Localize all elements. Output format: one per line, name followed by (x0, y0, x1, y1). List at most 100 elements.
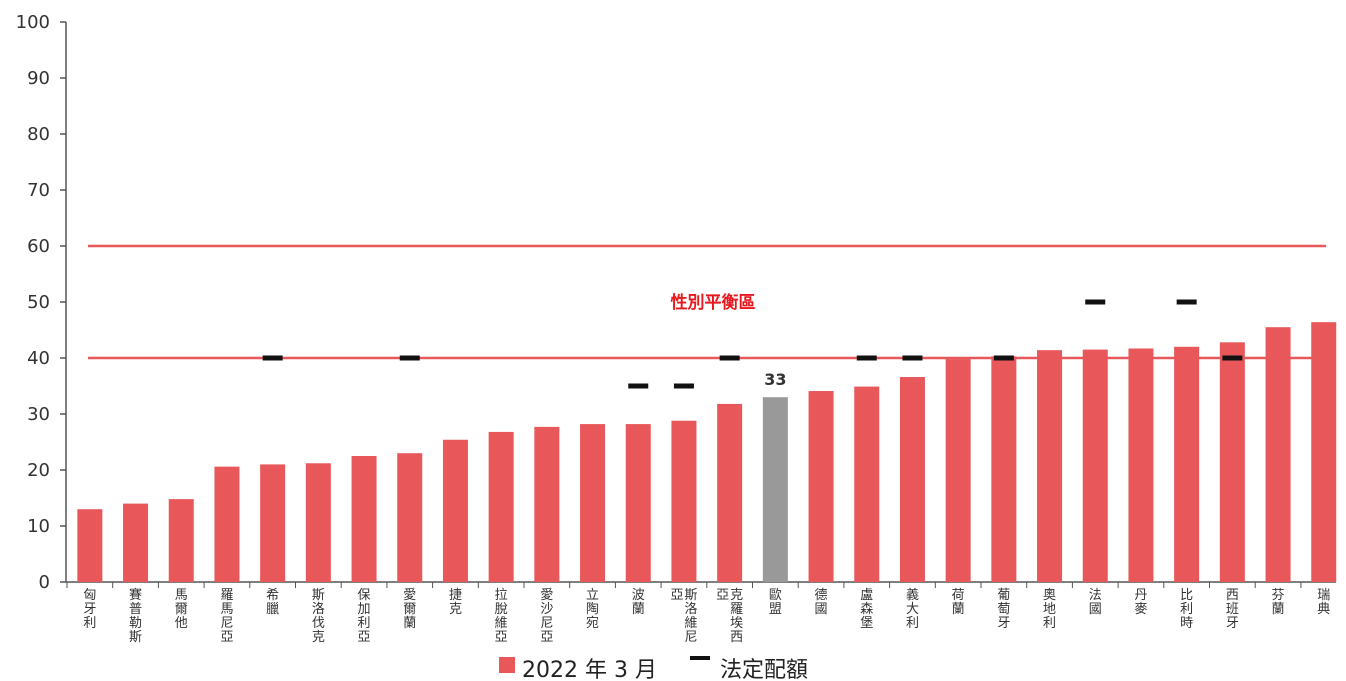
category-label-char: 牙 (997, 616, 1010, 631)
bar (260, 464, 286, 582)
category-label-char: 利 (906, 616, 919, 631)
y-tick-label: 80 (27, 124, 50, 145)
category-label-char: 亞 (220, 630, 233, 645)
category-label-char: 脫 (495, 602, 508, 617)
quota-marker (719, 355, 740, 361)
category-label: 立陶宛 (586, 588, 599, 631)
quota-marker (673, 383, 694, 389)
category-label-char: 亞 (495, 630, 508, 645)
category-label-char: 羅 (730, 602, 743, 617)
category-label-char: 賽 (129, 587, 142, 603)
category-label-char: 埃 (730, 616, 743, 631)
category-label-char: 尼 (540, 616, 553, 631)
bar (717, 403, 743, 582)
category-label: 葡萄牙 (997, 588, 1010, 631)
category-label-char: 法 (1089, 588, 1102, 603)
y-tick-label: 10 (27, 516, 50, 537)
category-label-char: 國 (1089, 602, 1102, 617)
category-label-char: 堡 (860, 615, 873, 631)
category-label: 荷蘭 (952, 588, 965, 617)
category-label-char: 西 (730, 630, 743, 645)
bar (397, 453, 423, 582)
category-label-char: 比 (1180, 588, 1193, 603)
category-label-char: 陶 (586, 601, 599, 617)
category-label: 西班牙 (1226, 588, 1239, 631)
legend: 2022 年 3 月 法定配額 (499, 656, 808, 681)
category-label: 愛爾蘭 (403, 588, 416, 631)
category-label-char: 荷 (952, 588, 965, 603)
category-label-char: 愛 (540, 588, 553, 603)
bar (123, 503, 149, 582)
bar (1219, 342, 1245, 582)
category-label: 匈牙利 (83, 588, 96, 631)
category-label-char: 保 (358, 588, 371, 603)
category-label-char: 馬 (220, 602, 233, 617)
category-label-char: 捷 (449, 588, 462, 603)
category-label: 斯洛伐克 (312, 588, 325, 645)
category-label-char: 沙 (540, 602, 553, 617)
category-label-char: 愛 (403, 588, 416, 603)
category-label: 波蘭 (632, 588, 645, 617)
category-label: 法國 (1089, 588, 1102, 617)
category-label-char: 勒 (129, 616, 142, 631)
category-label: 德國 (815, 588, 828, 617)
category-label-char: 丹 (1134, 588, 1147, 603)
category-label-char: 義 (906, 587, 919, 603)
category-label-char: 班 (1226, 602, 1239, 617)
category-label-char: 牙 (83, 602, 96, 617)
category-label-char: 亞 (670, 588, 683, 603)
category-label-char: 克 (449, 602, 462, 617)
category-labels: 匈牙利賽普勒斯馬爾他羅馬尼亞希臘斯洛伐克保加利亞愛爾蘭捷克拉脫維亞愛沙尼亞立陶宛… (83, 587, 1330, 645)
category-label-char: 蘭 (632, 601, 645, 617)
bar (351, 456, 377, 582)
category-label: 瑞典 (1317, 588, 1330, 617)
bar (945, 359, 971, 582)
reference-lines (88, 244, 1326, 360)
category-label-char: 歐 (769, 588, 782, 603)
category-label-char: 洛 (684, 602, 697, 617)
y-tick-label: 20 (27, 460, 50, 481)
category-label-char: 蘭 (952, 601, 965, 617)
category-label-char: 羅 (220, 588, 233, 603)
bar (1037, 350, 1063, 582)
category-label: 保加利亞 (358, 588, 371, 645)
data-label: 33 (764, 370, 786, 389)
bar (534, 426, 560, 582)
bar (1311, 322, 1337, 582)
legend-label-quota: 法定配額 (720, 658, 808, 681)
category-label-char: 尼 (220, 616, 233, 631)
category-label-char: 利 (83, 616, 96, 631)
category-label: 克羅埃西 (730, 588, 743, 645)
category-label: 斯洛維尼 (684, 588, 697, 645)
category-label-char: 克 (312, 630, 325, 645)
category-label-char: 萄 (997, 602, 1010, 617)
category-label-char: 拉 (495, 588, 508, 603)
quota-marker (1176, 299, 1197, 305)
category-label-char: 蘭 (403, 615, 416, 631)
quota-markers (262, 299, 1243, 389)
y-tick-label: 70 (27, 180, 50, 201)
category-label-char: 馬 (175, 588, 188, 603)
category-label: 希臘 (266, 588, 279, 617)
bar (671, 420, 697, 582)
category-label-char: 麥 (1134, 601, 1147, 617)
y-tick-label: 60 (27, 236, 50, 257)
category-label-char: 牙 (1226, 616, 1239, 631)
category-label: 奧地利 (1043, 588, 1056, 631)
category-label-char: 國 (815, 602, 828, 617)
bar (488, 431, 514, 582)
balance-zone-label: 性別平衡區 (671, 292, 756, 313)
category-label-char: 宛 (586, 616, 599, 631)
category-label-char: 德 (815, 588, 828, 603)
category-label-char: 利 (358, 616, 371, 631)
quota-marker (399, 355, 420, 361)
category-label-char: 亞 (540, 630, 553, 645)
category-label: 馬爾他 (175, 588, 188, 631)
bar (580, 424, 606, 582)
bar (1082, 349, 1108, 582)
category-label-char: 西 (1226, 588, 1239, 603)
category-label-char: 典 (1317, 602, 1330, 617)
category-label-char: 斯 (684, 588, 697, 603)
quota-marker (1222, 355, 1243, 361)
legend-swatch-bars (499, 657, 515, 673)
